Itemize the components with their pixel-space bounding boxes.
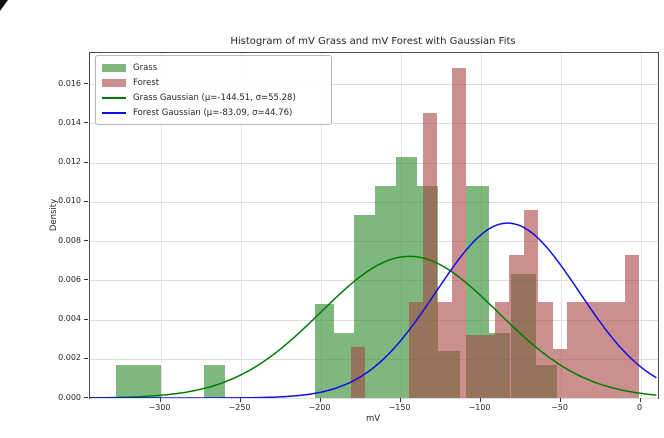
gaussian-curve (90, 222, 657, 398)
forest-bar (422, 113, 438, 398)
legend-patch-swatch (102, 63, 126, 72)
x-tick-label: −300 (148, 403, 171, 412)
plot-area: Grass Forest Grass Gaussian (μ=-144.51, σ=… (89, 52, 659, 399)
legend-label: Grass (133, 62, 158, 73)
x-tick-mark (559, 398, 561, 402)
gridline-y (90, 162, 658, 164)
grass-bar (115, 364, 161, 398)
y-tick-mark (84, 279, 88, 281)
legend-label: Grass Gaussian (μ=-144.51, σ=55.28) (133, 92, 296, 103)
x-tick-label: 0 (637, 403, 643, 412)
forest-bar (451, 68, 467, 398)
y-tick-label: 0.002 (58, 353, 81, 363)
y-tick-label: 0.006 (58, 274, 81, 284)
x-tick-mark (479, 398, 481, 402)
y-tick-label: 0.014 (58, 117, 81, 127)
legend-line-swatch (102, 111, 126, 114)
x-tick-label: −250 (228, 403, 251, 412)
gridline-x (560, 53, 562, 398)
forest-bar (480, 335, 495, 398)
forest-bar (437, 301, 452, 398)
gridline-y (90, 84, 658, 85)
x-tick-mark (319, 398, 321, 402)
legend-line-swatch (102, 96, 126, 99)
legend-item: Grass Gaussian (μ=-144.51, σ=55.28) (102, 90, 325, 105)
grass-bar (334, 333, 355, 398)
y-tick-label: 0.000 (58, 392, 81, 402)
x-tick-mark (239, 398, 241, 402)
gridline-x (640, 53, 642, 398)
gridline-y (90, 201, 658, 203)
gridline-x (240, 53, 242, 398)
legend-item: Forest Gaussian (μ=-83.09, σ=44.76) (102, 105, 325, 120)
gridline-y (90, 398, 658, 399)
forest-bar (566, 301, 582, 398)
legend-patch-swatch (102, 78, 126, 87)
forest-bar (350, 346, 366, 398)
x-tick-label: −100 (468, 403, 491, 412)
forest-bar (494, 301, 510, 398)
grass-bar (374, 186, 396, 398)
y-tick-mark (84, 240, 88, 241)
gaussian-curve (90, 255, 657, 398)
y-tick-mark (84, 83, 88, 84)
y-tick-label: 0.010 (58, 196, 81, 206)
x-tick-label: −150 (388, 403, 411, 412)
legend-label: Forest Gaussian (μ=-83.09, σ=44.76) (133, 107, 293, 118)
screen-corner-artifact (0, 0, 8, 11)
x-tick-mark (159, 398, 161, 402)
legend: Grass Forest Grass Gaussian (μ=-144.51, σ=… (95, 55, 332, 125)
legend-item: Forest (102, 75, 325, 90)
forest-bar (509, 254, 524, 398)
forest-bar (538, 301, 553, 398)
y-tick-label: 0.012 (58, 157, 81, 166)
x-tick-mark (399, 398, 401, 402)
y-tick-mark (84, 357, 88, 359)
legend-label: Forest (133, 77, 160, 88)
gaussian-curves (90, 222, 657, 398)
y-tick-label: 0.016 (58, 78, 81, 88)
y-tick-mark (84, 161, 88, 163)
y-tick-mark (84, 397, 88, 398)
y-tick-label: 0.008 (58, 235, 81, 245)
gridline-x (320, 53, 322, 398)
y-tick-label: 0.004 (58, 314, 81, 323)
forest-bar (552, 348, 567, 398)
x-tick-mark (639, 398, 641, 402)
y-tick-mark (84, 318, 88, 320)
chart-title: Histogram of mV Grass and mV Forest with… (230, 36, 516, 47)
gridline-y (90, 123, 658, 125)
forest-bar (595, 301, 611, 398)
x-axis-label: mV (365, 414, 381, 424)
x-tick-label: −200 (308, 403, 331, 412)
gridline-x (160, 53, 162, 398)
legend-item: Grass (102, 60, 325, 75)
forest-bar (466, 335, 481, 398)
grass-bar (203, 364, 226, 398)
y-tick-mark (84, 200, 88, 202)
x-tick-label: −50 (551, 403, 568, 412)
forest-bar (581, 301, 596, 398)
forest-bar (523, 209, 539, 398)
y-tick-mark (84, 122, 88, 124)
grass-bar (314, 303, 335, 398)
forest-bar (610, 301, 625, 398)
